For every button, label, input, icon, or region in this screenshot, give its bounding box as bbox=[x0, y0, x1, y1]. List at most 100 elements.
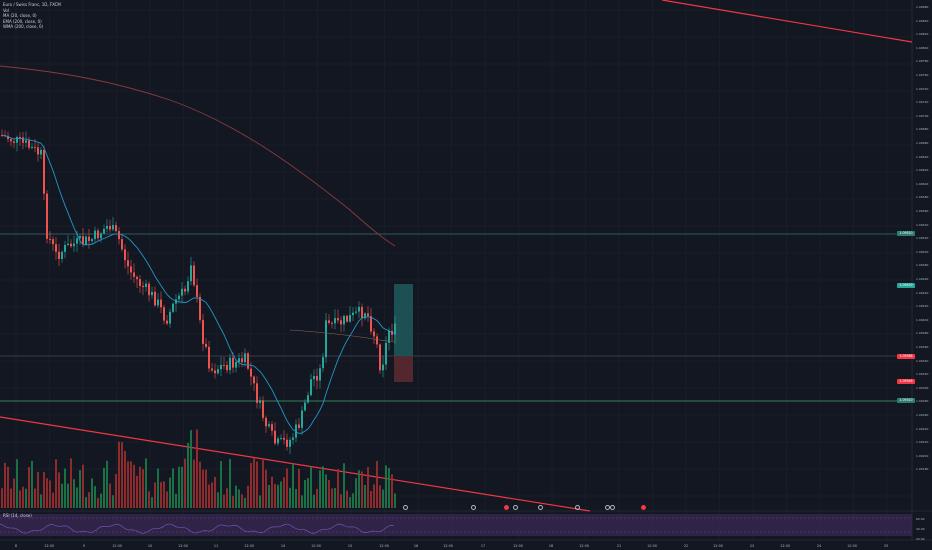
candle-body bbox=[121, 239, 123, 250]
price-tick: 1.09860 bbox=[916, 5, 929, 9]
lower-trendline bbox=[0, 416, 591, 512]
candle-body bbox=[58, 251, 60, 259]
candle-body bbox=[172, 303, 174, 312]
price-tick: 1.09660 bbox=[916, 141, 929, 145]
time-tick: 25 bbox=[883, 544, 889, 548]
time-tick: 12:00 bbox=[443, 544, 453, 548]
volume-bar bbox=[190, 430, 192, 508]
candle-body bbox=[103, 228, 105, 234]
volume-bar bbox=[235, 485, 237, 508]
candle-body bbox=[394, 323, 396, 335]
candle-body bbox=[43, 149, 45, 194]
volume-bar bbox=[259, 495, 261, 508]
candle-body bbox=[244, 353, 246, 363]
volume-bar bbox=[187, 442, 189, 508]
rsi-line bbox=[0, 523, 395, 534]
candle-body bbox=[373, 331, 375, 337]
legend-ma[interactable]: MA (20, close, 0) bbox=[3, 13, 37, 18]
economic-event-icon[interactable] bbox=[538, 505, 543, 510]
volume-bar bbox=[43, 472, 45, 508]
volume-bar bbox=[364, 484, 366, 508]
volume-bar bbox=[25, 488, 27, 508]
time-tick: 9 bbox=[82, 544, 86, 548]
volume-bar bbox=[208, 484, 210, 508]
volume-bar bbox=[181, 466, 183, 508]
candle-body bbox=[268, 424, 270, 427]
economic-event-icon[interactable] bbox=[504, 505, 509, 510]
candle-body bbox=[100, 233, 102, 239]
volume-bar bbox=[313, 494, 315, 508]
volume-bar bbox=[85, 497, 87, 508]
candle-body bbox=[241, 358, 243, 363]
volume-bar bbox=[148, 491, 150, 508]
volume-bar bbox=[40, 494, 42, 508]
price-tick: 1.09360 bbox=[916, 345, 929, 349]
volume-bar bbox=[334, 488, 336, 508]
legend-volume[interactable]: Vol bbox=[3, 7, 9, 13]
candle-body bbox=[271, 424, 273, 431]
economic-event-icon[interactable] bbox=[403, 505, 408, 510]
candle-body bbox=[256, 383, 258, 403]
volume-bar bbox=[289, 487, 291, 508]
time-tick: 12:00 bbox=[713, 544, 723, 548]
volume-bar bbox=[4, 462, 6, 508]
volume-bar bbox=[316, 488, 318, 508]
candle-body bbox=[367, 313, 369, 317]
volume-bar bbox=[277, 484, 279, 508]
candle-body bbox=[46, 193, 48, 239]
candle-body bbox=[145, 283, 147, 288]
candle-body bbox=[22, 137, 24, 143]
candle-body bbox=[223, 364, 225, 366]
volume-bar bbox=[301, 495, 303, 508]
volume-bar bbox=[130, 461, 132, 508]
volume-bar bbox=[367, 467, 369, 508]
volume-bar bbox=[28, 467, 30, 508]
economic-event-icon[interactable] bbox=[471, 505, 476, 510]
candle-body bbox=[343, 315, 345, 325]
candle-body bbox=[112, 225, 114, 230]
candle-body bbox=[169, 311, 171, 324]
volume-bar bbox=[58, 472, 60, 508]
legend-ema[interactable]: EMA (200, close, 0) bbox=[3, 18, 42, 24]
price-tick: 1.09680 bbox=[916, 127, 929, 132]
volume-bar bbox=[52, 492, 54, 508]
volume-bar bbox=[247, 485, 249, 508]
volume-bar bbox=[322, 466, 324, 508]
volume-bar bbox=[328, 480, 330, 508]
price-tick: 1.09760 bbox=[916, 73, 929, 77]
candle-body bbox=[322, 357, 324, 369]
economic-event-icon[interactable] bbox=[575, 505, 580, 510]
economic-event-icon[interactable] bbox=[513, 505, 518, 510]
volume-bar bbox=[244, 497, 246, 508]
volume-bar bbox=[382, 489, 384, 508]
volume-bar bbox=[310, 466, 312, 508]
volume-bar bbox=[103, 467, 105, 508]
candle-body bbox=[106, 225, 108, 229]
candle-body bbox=[94, 230, 96, 240]
volume-bar bbox=[37, 471, 39, 508]
rsi-pane-label[interactable]: RSI (14, close) bbox=[3, 513, 32, 518]
candle-body bbox=[70, 243, 72, 247]
price-tick: 1.09480 bbox=[916, 263, 929, 268]
candle-body bbox=[298, 424, 300, 428]
candle-body bbox=[250, 368, 252, 377]
volume-bar bbox=[229, 458, 231, 508]
legend-wma[interactable]: WMA (200, close, 0) bbox=[3, 24, 44, 29]
economic-event-icon[interactable] bbox=[641, 505, 646, 510]
candle-body bbox=[238, 358, 240, 362]
candle-body bbox=[358, 306, 360, 312]
candle-body bbox=[226, 364, 228, 371]
ema-line bbox=[0, 65, 396, 247]
time-tick: 16 bbox=[413, 544, 419, 548]
price-tick: 1.09180 bbox=[916, 467, 929, 472]
candle-body bbox=[355, 311, 357, 313]
economic-event-icon[interactable] bbox=[610, 505, 615, 510]
candle-body bbox=[16, 137, 18, 143]
lower-level-label: 1.09320 bbox=[897, 398, 915, 403]
economic-event-icon[interactable] bbox=[605, 505, 610, 510]
volume-bar bbox=[274, 483, 276, 508]
candle-body bbox=[205, 343, 207, 347]
legend-symbol[interactable]: Euro / Swiss Franc, 1D, FXCM bbox=[3, 2, 61, 7]
